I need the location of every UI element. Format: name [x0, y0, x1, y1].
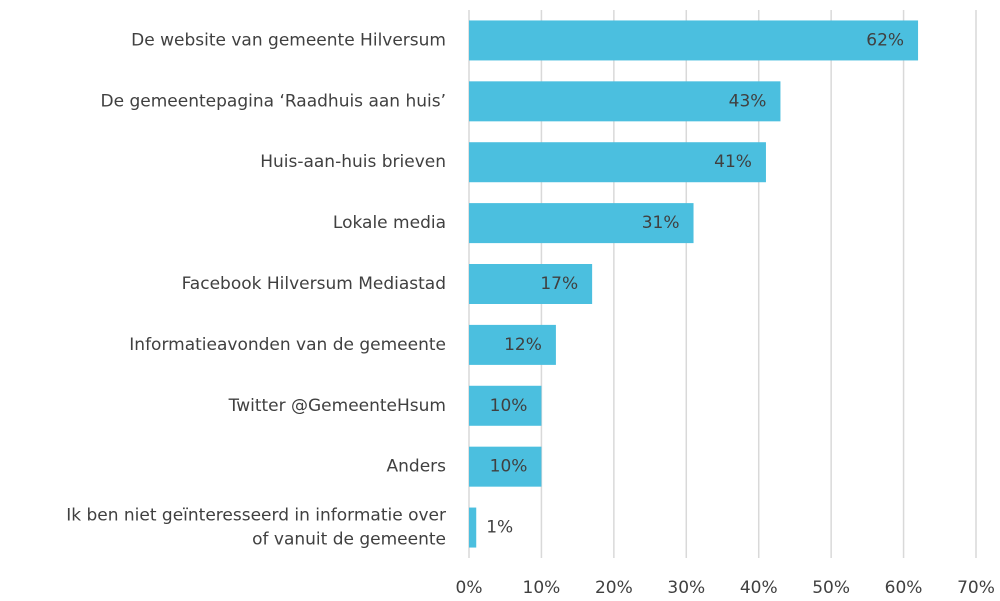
bar: [469, 264, 593, 304]
value-label: 43%: [729, 91, 767, 111]
y-tick-label: De website van gemeente Hilversum: [131, 30, 446, 50]
bar: [469, 507, 477, 548]
value-label: 31%: [642, 213, 680, 233]
x-tick-label: 60%: [885, 578, 923, 598]
bar: [469, 385, 542, 426]
value-label: 62%: [866, 30, 904, 50]
bar: [469, 203, 694, 244]
y-tick-label: Anders: [387, 457, 447, 477]
y-tick-label: Twitter @GemeenteHsum: [228, 396, 446, 416]
bar: [469, 142, 766, 183]
x-tick-label: 20%: [595, 578, 633, 598]
value-label: 41%: [714, 152, 752, 172]
x-tick-label: 10%: [523, 578, 561, 598]
x-tick-label: 40%: [740, 578, 778, 598]
y-tick-label: Ik ben niet geïnteresseerd in informatie…: [66, 506, 446, 550]
bar: [469, 81, 781, 122]
value-label: 1%: [486, 518, 513, 538]
x-tick-label: 70%: [957, 578, 995, 598]
x-tick-label: 50%: [812, 578, 850, 598]
y-tick-label: Lokale media: [333, 213, 446, 233]
y-tick-label: Huis-aan-huis brieven: [260, 152, 446, 172]
y-tick-label: De gemeentepagina ‘Raadhuis aan huis’: [101, 91, 446, 111]
x-tick-label: 30%: [667, 578, 705, 598]
x-tick-label: 0%: [456, 578, 483, 598]
value-label: 10%: [490, 457, 528, 477]
y-tick-label: Informatieavonden van de gemeente: [129, 335, 446, 355]
value-label: 10%: [490, 396, 528, 416]
bar: [469, 324, 556, 365]
bar: [469, 446, 542, 487]
value-label: 17%: [540, 274, 578, 294]
y-tick-label: Facebook Hilversum Mediastad: [182, 274, 446, 294]
bar: [469, 20, 919, 61]
value-label: 12%: [504, 335, 542, 355]
